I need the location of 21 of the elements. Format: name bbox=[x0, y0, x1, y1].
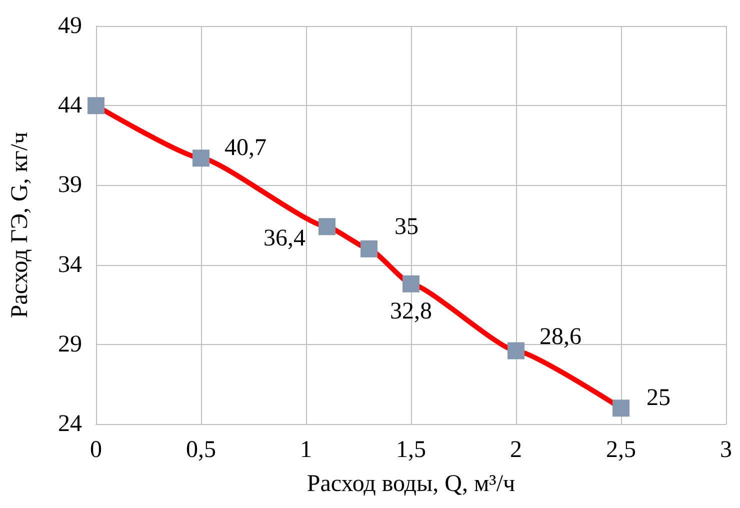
y-tick-label: 39 bbox=[58, 172, 82, 198]
data-label: 40,7 bbox=[224, 135, 266, 162]
y-axis-title: Расход ГЭ, G, кг/ч bbox=[7, 132, 33, 318]
data-label: 28,6 bbox=[540, 324, 582, 350]
x-tick-label: 2,5 bbox=[606, 437, 636, 463]
y-tick-label: 49 bbox=[58, 13, 82, 39]
x-axis-title: Расход воды, Q, м³/ч bbox=[306, 471, 516, 497]
y-tick-label: 24 bbox=[58, 411, 82, 437]
data-label: 32,8 bbox=[390, 298, 432, 324]
y-tick-label: 29 bbox=[58, 331, 82, 358]
x-tick-label: 2 bbox=[510, 437, 522, 463]
data-label: 25 bbox=[646, 385, 670, 412]
y-tick-label: 44 bbox=[58, 92, 82, 119]
x-tick-label: 1 bbox=[300, 437, 312, 463]
x-tick-label: 0 bbox=[90, 437, 102, 463]
x-tick-label: 3 bbox=[720, 437, 732, 463]
y-tick-label: 34 bbox=[58, 252, 82, 278]
data-label: 36,4 bbox=[264, 226, 306, 252]
data-label: 35 bbox=[394, 214, 418, 240]
x-tick-label: 0,5 bbox=[186, 437, 216, 463]
x-tick-label: 1,5 bbox=[396, 437, 426, 463]
